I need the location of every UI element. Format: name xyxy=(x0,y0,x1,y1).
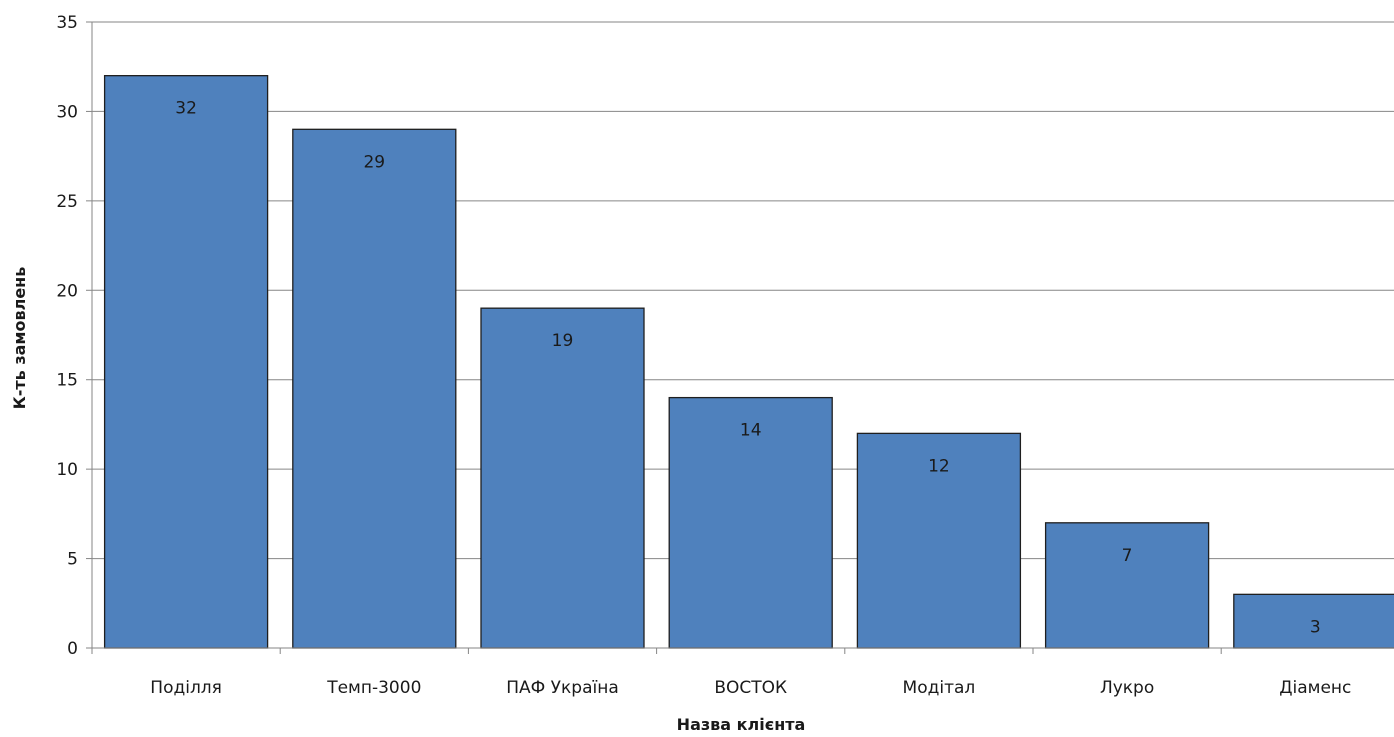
x-tick-label: Поділля xyxy=(150,678,222,698)
data-label: 7 xyxy=(1122,546,1133,566)
y-tick-label: 10 xyxy=(56,460,78,480)
y-axis-title: К-ть замовлень xyxy=(10,267,29,410)
x-axis-title: Назва клієнта xyxy=(677,715,806,734)
x-tick-label: Діаменс xyxy=(1279,678,1351,698)
data-label: 14 xyxy=(740,421,762,441)
x-tick-label: ВОСТОК xyxy=(714,678,787,698)
bar-3 xyxy=(480,307,645,649)
data-label: 29 xyxy=(363,152,385,172)
bar-5 xyxy=(856,432,1022,649)
data-labels: 32 29 19 14 12 7 3 xyxy=(175,99,1320,638)
data-label: 32 xyxy=(175,99,197,119)
bar-7 xyxy=(1233,593,1394,649)
y-tick-label: 35 xyxy=(56,13,78,33)
bar-1 xyxy=(103,75,269,649)
y-tick-label: 0 xyxy=(67,639,78,659)
bars xyxy=(103,75,1394,649)
axes: 0 5 10 15 20 25 30 35 Поділля Темп-3000 ПАФ Україн… xyxy=(56,13,1394,698)
data-label: 12 xyxy=(928,456,950,476)
bar-6 xyxy=(1044,522,1210,649)
data-label: 3 xyxy=(1310,617,1321,637)
bar-2 xyxy=(292,128,457,649)
y-tick-label: 25 xyxy=(56,192,78,212)
y-tick-label: 5 xyxy=(67,550,78,570)
x-tick-label: Темп-3000 xyxy=(326,678,421,698)
data-label: 19 xyxy=(552,331,574,351)
x-tick-label: ПАФ Україна xyxy=(506,678,619,698)
x-tick-label: Лукро xyxy=(1100,678,1154,698)
x-tick-label: Модітал xyxy=(903,678,976,698)
y-tick-label: 15 xyxy=(56,371,78,391)
y-tick-label: 30 xyxy=(56,102,78,122)
y-tick-label: 20 xyxy=(56,281,78,301)
